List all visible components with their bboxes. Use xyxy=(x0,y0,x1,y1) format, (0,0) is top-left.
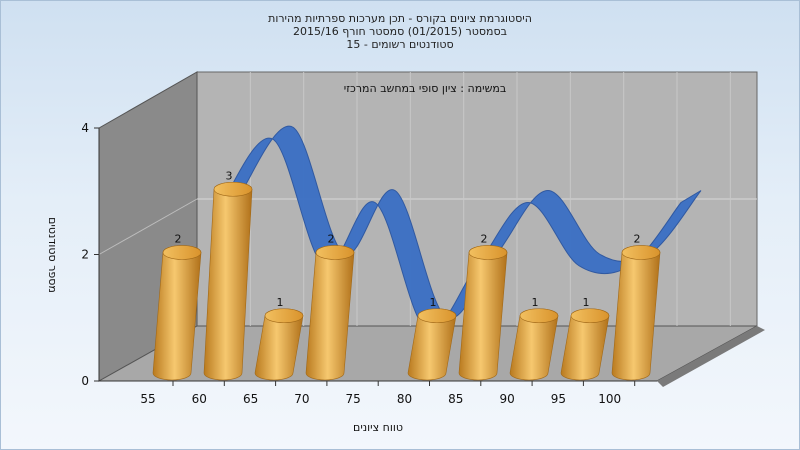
bar-data-label: 3 xyxy=(226,169,233,182)
y-tick-label: 2 xyxy=(81,248,89,262)
floor-edge xyxy=(657,326,765,387)
bar-top xyxy=(621,245,661,260)
gridline-side xyxy=(98,198,198,255)
y-tick-label: 0 xyxy=(81,374,89,388)
bar-top xyxy=(162,245,202,260)
x-tick-label: 85 xyxy=(448,392,463,406)
bar-data-label: 1 xyxy=(277,296,284,309)
x-tick-label: 65 xyxy=(243,392,258,406)
chart-inner-title: במשימה : ציון סופי במחשב המרכזי xyxy=(344,82,507,95)
x-tick-label: 70 xyxy=(294,392,309,406)
bar: 1 xyxy=(407,296,457,381)
bar: 3 xyxy=(203,169,253,381)
bar: 1 xyxy=(254,296,304,381)
bar: 2 xyxy=(458,233,508,381)
trend-ribbon xyxy=(221,125,702,331)
x-tick-label: 55 xyxy=(140,392,155,406)
y-tick-label: 4 xyxy=(81,121,89,135)
x-tick-label: 80 xyxy=(397,392,412,406)
y-axis-title: מספר סטודנטים xyxy=(46,217,59,293)
bar-data-label: 2 xyxy=(634,233,641,246)
bar: 1 xyxy=(509,296,559,381)
x-tick-label: 100 xyxy=(598,392,621,406)
bar-top xyxy=(417,308,457,324)
bar-data-label: 1 xyxy=(583,296,590,309)
bar: 1 xyxy=(560,296,610,381)
bar-data-label: 2 xyxy=(328,233,335,246)
bar: 2 xyxy=(305,233,355,381)
bar-top xyxy=(264,308,304,324)
bar-top xyxy=(519,308,559,324)
x-axis-title: טווח ציונים xyxy=(353,421,403,434)
x-tick-label: 95 xyxy=(551,392,566,406)
bar-top xyxy=(468,245,508,260)
chart-title-line-1: היסטוגרמת ציונים בקורס - תכן מערכות ספרת… xyxy=(268,12,532,25)
bar: 2 xyxy=(152,233,202,381)
bar-data-label: 1 xyxy=(430,296,437,309)
bar-series: 2 3 1 2 1 2 1 1 2 xyxy=(152,169,661,381)
bar-data-label: 2 xyxy=(481,233,488,246)
bar-data-label: 1 xyxy=(532,296,539,309)
bar-top xyxy=(213,181,253,197)
x-tick-label: 60 xyxy=(192,392,207,406)
chart-axes: 0 2 4 55 60 65 70 75 80 85 90 95 100 טווח ציונים מספר … xyxy=(46,121,657,434)
chart-title-line-2: בסמסטר (01/2015) סמסטר חורף 2015/16 xyxy=(293,25,507,38)
bar: 2 xyxy=(611,233,661,381)
x-tick-label: 75 xyxy=(346,392,361,406)
x-tick-label: 90 xyxy=(499,392,514,406)
bar-data-label: 2 xyxy=(175,233,182,246)
bar-top xyxy=(570,308,610,324)
trend-ribbon-surface xyxy=(221,125,702,331)
bar-top xyxy=(315,245,355,260)
chart-title-line-3: סטודנטים רשומים - 15 xyxy=(346,38,454,51)
